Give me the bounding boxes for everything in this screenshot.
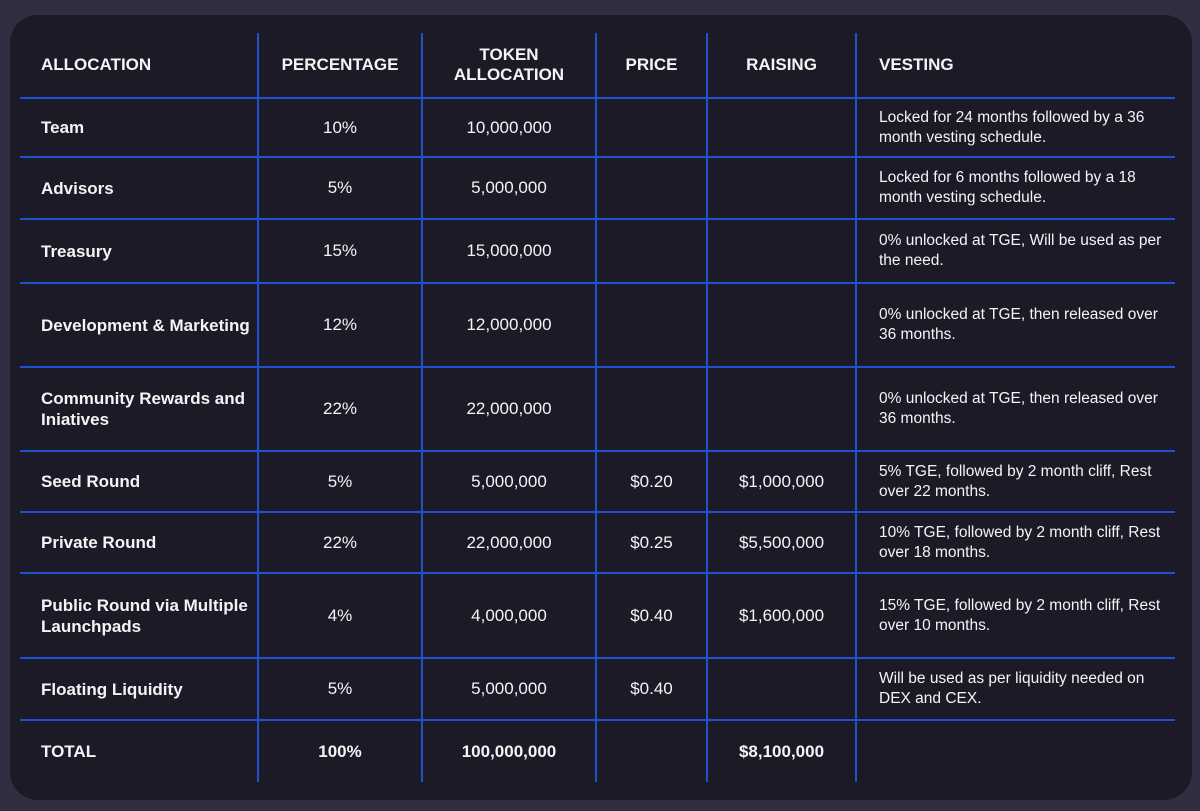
cell-name: Public Round via Multiple Launchpads	[20, 572, 259, 659]
cell-name: Development & Marketing	[20, 282, 259, 368]
cell-percentage: 22%	[257, 366, 423, 452]
table-row: Community Rewards and Iniatives 22% 22,000…	[20, 366, 1175, 452]
cell-vesting: 0% unlocked at TGE, then released over 3…	[855, 282, 1175, 368]
cell-price	[595, 218, 708, 284]
cell-tokens: 5,000,000	[421, 450, 597, 513]
cell-vesting: Locked for 6 months followed by a 18 mon…	[855, 156, 1175, 220]
cell-price	[595, 156, 708, 220]
cell-name: Advisors	[20, 156, 259, 220]
cell-name: Treasury	[20, 218, 259, 284]
cell-tokens: 12,000,000	[421, 282, 597, 368]
total-row: TOTAL 100% 100,000,000 $8,100,000	[20, 719, 1175, 782]
cell-tokens: 5,000,000	[421, 156, 597, 220]
header-price: PRICE	[595, 33, 708, 99]
cell-price: $0.40	[595, 657, 708, 721]
cell-raising	[706, 657, 857, 721]
cell-raising	[706, 366, 857, 452]
cell-vesting: 0% unlocked at TGE, Will be used as per …	[855, 218, 1175, 284]
cell-price	[595, 366, 708, 452]
cell-price: $0.20	[595, 450, 708, 513]
cell-percentage: 4%	[257, 572, 423, 659]
cell-tokens: 10,000,000	[421, 98, 597, 158]
token-allocation-table: ALLOCATION PERCENTAGE TOKEN ALLOCATION PR…	[20, 33, 1175, 782]
cell-raising	[706, 156, 857, 220]
cell-vesting: 5% TGE, followed by 2 month cliff, Rest …	[855, 450, 1175, 513]
cell-raising: $5,500,000	[706, 511, 857, 574]
header-token-line1: TOKEN	[479, 45, 539, 64]
cell-percentage: 10%	[257, 98, 423, 158]
cell-price: $0.25	[595, 511, 708, 574]
cell-vesting: 10% TGE, followed by 2 month cliff, Rest…	[855, 511, 1175, 574]
header-allocation: ALLOCATION	[20, 33, 259, 99]
cell-name: TOTAL	[20, 719, 259, 782]
table-row: Public Round via Multiple Launchpads 4% 4,…	[20, 572, 1175, 659]
cell-tokens: 22,000,000	[421, 511, 597, 574]
cell-raising: $1,600,000	[706, 572, 857, 659]
cell-vesting: 0% unlocked at TGE, then released over 3…	[855, 366, 1175, 452]
cell-vesting: Locked for 24 months followed by a 36 mo…	[855, 98, 1175, 158]
cell-percentage: 15%	[257, 218, 423, 284]
cell-percentage: 5%	[257, 156, 423, 220]
table-row: Advisors 5% 5,000,000 Locked for 6 months f…	[20, 156, 1175, 220]
table-row: Development & Marketing 12% 12,000,000 0% u…	[20, 282, 1175, 368]
cell-percentage: 22%	[257, 511, 423, 574]
cell-name: Floating Liquidity	[20, 657, 259, 721]
table-row: Treasury 15% 15,000,000 0% unlocked at TGE,…	[20, 218, 1175, 284]
cell-percentage: 12%	[257, 282, 423, 368]
cell-raising: $8,100,000	[706, 719, 857, 782]
cell-percentage: 100%	[257, 719, 423, 782]
cell-vesting: Will be used as per liquidity needed on …	[855, 657, 1175, 721]
table-row: Team 10% 10,000,000 Locked for 24 months fo…	[20, 98, 1175, 158]
cell-name: Community Rewards and Iniatives	[20, 366, 259, 452]
header-percentage: PERCENTAGE	[257, 33, 423, 99]
cell-price	[595, 98, 708, 158]
cell-name: Team	[20, 98, 259, 158]
header-token-line2: ALLOCATION	[453, 65, 565, 84]
cell-tokens: 4,000,000	[421, 572, 597, 659]
cell-percentage: 5%	[257, 657, 423, 721]
header-row: ALLOCATION PERCENTAGE TOKEN ALLOCATION PR…	[20, 33, 1175, 99]
header-token-allocation: TOKEN ALLOCATION	[421, 33, 597, 99]
table-row: Private Round 22% 22,000,000 $0.25 $5,500,00…	[20, 511, 1175, 574]
header-vesting: VESTING	[855, 33, 1175, 99]
cell-tokens: 100,000,000	[421, 719, 597, 782]
cell-tokens: 22,000,000	[421, 366, 597, 452]
cell-price: $0.40	[595, 572, 708, 659]
cell-raising	[706, 282, 857, 368]
header-raising: RAISING	[706, 33, 857, 99]
cell-raising	[706, 98, 857, 158]
table-row: Floating Liquidity 5% 5,000,000 $0.40 Will b…	[20, 657, 1175, 721]
cell-vesting: 15% TGE, followed by 2 month cliff, Rest…	[855, 572, 1175, 659]
cell-tokens: 15,000,000	[421, 218, 597, 284]
cell-raising: $1,000,000	[706, 450, 857, 513]
cell-vesting	[855, 719, 1175, 782]
table-row: Seed Round 5% 5,000,000 $0.20 $1,000,000 5% T…	[20, 450, 1175, 513]
cell-name: Seed Round	[20, 450, 259, 513]
cell-name: Private Round	[20, 511, 259, 574]
cell-tokens: 5,000,000	[421, 657, 597, 721]
cell-raising	[706, 218, 857, 284]
cell-percentage: 5%	[257, 450, 423, 513]
cell-price	[595, 282, 708, 368]
cell-price	[595, 719, 708, 782]
